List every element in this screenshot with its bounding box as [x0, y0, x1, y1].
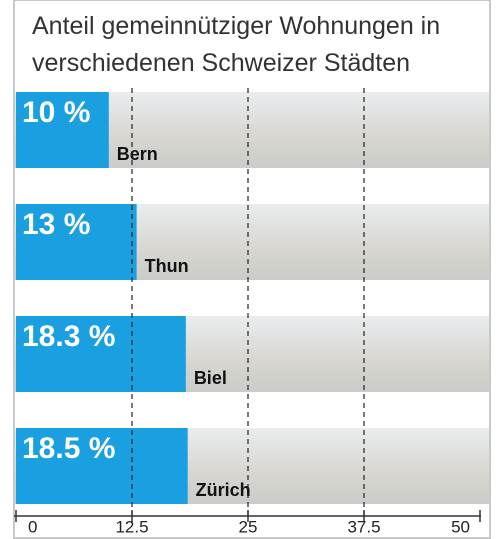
- value-label: 18.3 %: [22, 320, 115, 353]
- x-tick-label: 0: [28, 517, 37, 536]
- category-label: Bern: [117, 144, 158, 164]
- category-label: Zürich: [196, 480, 251, 500]
- category-label: Biel: [194, 368, 227, 388]
- value-label: 18.5 %: [22, 432, 115, 465]
- value-label: 13 %: [22, 208, 90, 241]
- page: 10 % Bern 13 % Thun 18.3 % Biel 18.5 % Zürich 0 1…: [0, 0, 499, 539]
- value-label: 10 %: [22, 96, 90, 129]
- x-tick-label: 50: [451, 517, 470, 536]
- category-label: Thun: [145, 256, 189, 276]
- x-tick-label: 25: [239, 517, 258, 536]
- x-tick-label: 37.5: [347, 517, 380, 536]
- x-tick-label: 12.5: [115, 517, 148, 536]
- chart-title: Anteil gemeinnütziger Wohnungen in versc…: [32, 8, 472, 82]
